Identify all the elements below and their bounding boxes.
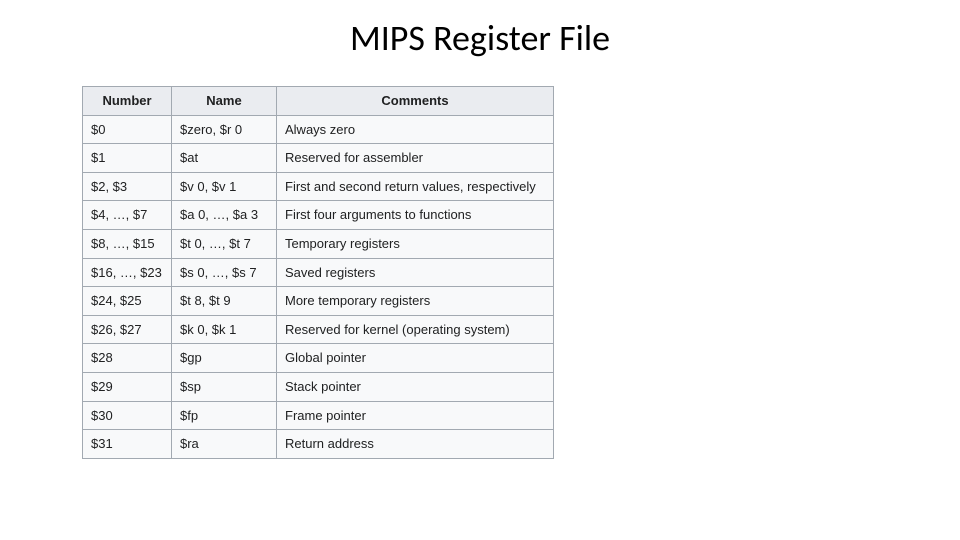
cell-name: $a 0, …, $a 3: [172, 201, 277, 230]
cell-name: $k 0, $k 1: [172, 315, 277, 344]
table-header-row: Number Name Comments: [83, 87, 554, 116]
register-table-wrap: Number Name Comments $0 $zero, $r 0 Alwa…: [82, 86, 554, 459]
cell-comments: More temporary registers: [277, 287, 554, 316]
cell-comments: Temporary registers: [277, 229, 554, 258]
table-row: $2, $3 $v 0, $v 1 First and second retur…: [83, 172, 554, 201]
table-row: $24, $25 $t 8, $t 9 More temporary regis…: [83, 287, 554, 316]
table-header: Number Name Comments: [83, 87, 554, 116]
cell-comments: First four arguments to functions: [277, 201, 554, 230]
table-row: $30 $fp Frame pointer: [83, 401, 554, 430]
cell-number: $24, $25: [83, 287, 172, 316]
cell-name: $s 0, …, $s 7: [172, 258, 277, 287]
cell-comments: Saved registers: [277, 258, 554, 287]
table-row: $4, …, $7 $a 0, …, $a 3 First four argum…: [83, 201, 554, 230]
cell-comments: Reserved for assembler: [277, 144, 554, 173]
cell-name: $sp: [172, 372, 277, 401]
col-name: Name: [172, 87, 277, 116]
cell-name: $t 0, …, $t 7: [172, 229, 277, 258]
cell-name: $fp: [172, 401, 277, 430]
cell-number: $0: [83, 115, 172, 144]
table-row: $26, $27 $k 0, $k 1 Reserved for kernel …: [83, 315, 554, 344]
cell-name: $ra: [172, 430, 277, 459]
cell-comments: Always zero: [277, 115, 554, 144]
table-row: $31 $ra Return address: [83, 430, 554, 459]
cell-number: $31: [83, 430, 172, 459]
cell-comments: Return address: [277, 430, 554, 459]
cell-number: $1: [83, 144, 172, 173]
slide: MIPS Register File Number Name Comments …: [0, 0, 960, 540]
cell-comments: Global pointer: [277, 344, 554, 373]
cell-name: $t 8, $t 9: [172, 287, 277, 316]
cell-comments: Stack pointer: [277, 372, 554, 401]
cell-comments: Reserved for kernel (operating system): [277, 315, 554, 344]
cell-number: $4, …, $7: [83, 201, 172, 230]
cell-name: $zero, $r 0: [172, 115, 277, 144]
table-row: $28 $gp Global pointer: [83, 344, 554, 373]
table-row: $16, …, $23 $s 0, …, $s 7 Saved register…: [83, 258, 554, 287]
cell-number: $16, …, $23: [83, 258, 172, 287]
page-title: MIPS Register File: [0, 16, 960, 60]
table-row: $29 $sp Stack pointer: [83, 372, 554, 401]
table-row: $0 $zero, $r 0 Always zero: [83, 115, 554, 144]
col-number: Number: [83, 87, 172, 116]
cell-number: $28: [83, 344, 172, 373]
cell-number: $8, …, $15: [83, 229, 172, 258]
register-table: Number Name Comments $0 $zero, $r 0 Alwa…: [82, 86, 554, 459]
table-body: $0 $zero, $r 0 Always zero $1 $at Reserv…: [83, 115, 554, 458]
cell-comments: Frame pointer: [277, 401, 554, 430]
col-comments: Comments: [277, 87, 554, 116]
cell-number: $26, $27: [83, 315, 172, 344]
cell-comments: First and second return values, respecti…: [277, 172, 554, 201]
cell-number: $30: [83, 401, 172, 430]
cell-name: $at: [172, 144, 277, 173]
cell-name: $v 0, $v 1: [172, 172, 277, 201]
table-row: $1 $at Reserved for assembler: [83, 144, 554, 173]
cell-name: $gp: [172, 344, 277, 373]
cell-number: $29: [83, 372, 172, 401]
table-row: $8, …, $15 $t 0, …, $t 7 Temporary regis…: [83, 229, 554, 258]
cell-number: $2, $3: [83, 172, 172, 201]
